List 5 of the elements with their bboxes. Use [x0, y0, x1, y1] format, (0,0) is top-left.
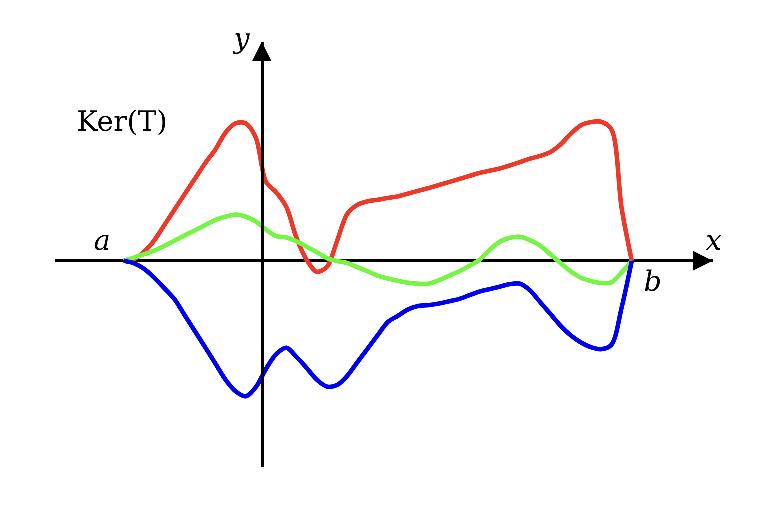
text: a — [94, 224, 111, 257]
x-axis-title: x — [706, 224, 722, 257]
text: b — [644, 265, 662, 298]
y-axis-title: y — [232, 22, 251, 55]
annotation: Ker(T) — [77, 105, 168, 138]
